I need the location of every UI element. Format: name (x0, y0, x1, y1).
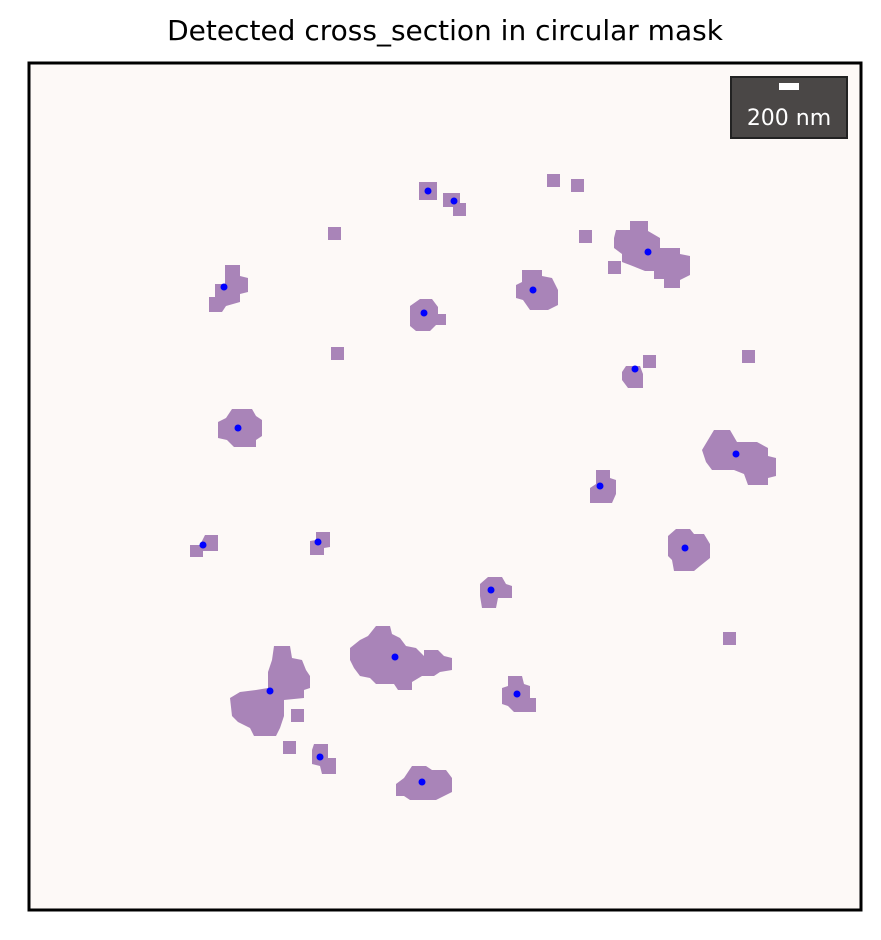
blob-fragment (579, 230, 592, 243)
centroid-marker (424, 187, 432, 195)
blob-region (668, 529, 710, 571)
centroid-marker (681, 544, 689, 552)
blob-fragment (328, 227, 341, 240)
scale-bar-label: 200 nm (747, 106, 831, 131)
blob-fragment (742, 350, 755, 363)
centroid-marker (450, 197, 458, 205)
blob-region (622, 366, 643, 388)
blob-region (516, 270, 558, 310)
centroid-markers (199, 187, 740, 786)
blob-fragment (571, 179, 584, 192)
centroid-marker (314, 538, 322, 546)
centroid-marker (391, 653, 399, 661)
centroid-marker (220, 283, 228, 291)
blob-fragment (608, 261, 621, 274)
centroid-marker (234, 424, 242, 432)
centroid-marker (420, 309, 428, 317)
centroid-marker (513, 690, 521, 698)
scale-bar: 200 nm (730, 76, 848, 139)
image-title: Detected cross_section in circular mask (167, 14, 723, 47)
scale-bar-line (779, 83, 799, 90)
blob-fragment (723, 632, 736, 645)
centroid-marker (316, 753, 324, 761)
blob-fragment (291, 709, 304, 722)
centroid-marker (487, 586, 495, 594)
centroid-marker (644, 248, 652, 256)
image-frame (27, 61, 863, 912)
centroid-marker (631, 365, 639, 373)
scale-bar-box (730, 76, 848, 139)
blob-region (350, 626, 452, 690)
blob-region (312, 744, 336, 774)
centroid-marker (199, 541, 207, 549)
centroid-marker (266, 687, 274, 695)
detected-regions (190, 174, 776, 800)
blob-region (702, 430, 776, 485)
blob-region (480, 577, 512, 608)
blob-fragment (283, 741, 296, 754)
blob-region (209, 265, 248, 312)
blob-fragment (331, 347, 344, 360)
centroid-marker (418, 778, 426, 786)
blob-fragment (547, 174, 560, 187)
centroid-marker (596, 482, 604, 490)
centroid-marker (529, 286, 537, 294)
blob-region (614, 221, 690, 288)
centroid-marker (732, 450, 740, 458)
blob-fragment (643, 355, 656, 368)
blob-region (410, 299, 446, 331)
